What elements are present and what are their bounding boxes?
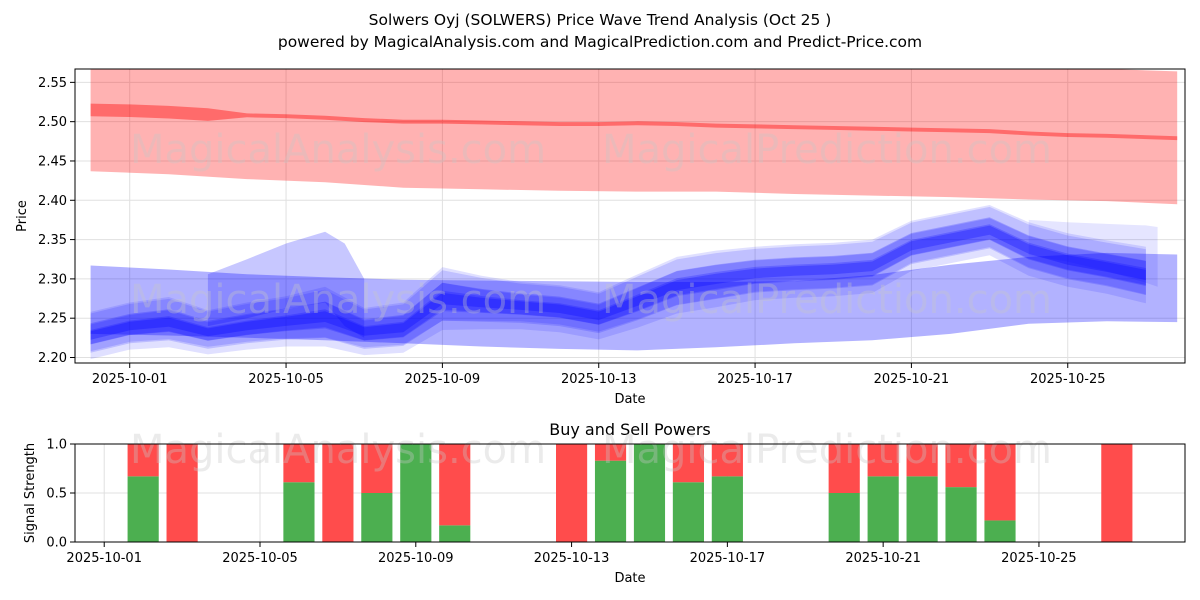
watermark-prediction-top: MagicalPrediction.com — [602, 127, 1052, 173]
sell-bar-2025-10-08 — [361, 444, 393, 493]
watermark-analysis-bottom: MagicalAnalysis.com — [130, 427, 546, 473]
signal-y-tick-label-0: 0.0 — [46, 536, 67, 551]
price-plot-area — [90, 69, 1178, 360]
buy-bar-2025-10-24 — [984, 520, 1016, 542]
blue-wave-band-2 — [90, 218, 1146, 353]
price-x-tick-label-0: 2025-10-01 — [92, 372, 168, 387]
signal-panel: Buy and Sell Powers MagicalAnalysis.com … — [23, 420, 1186, 586]
watermark-prediction-mid: MagicalPrediction.com — [602, 277, 1052, 323]
sell-bar-2025-10-07 — [322, 444, 354, 542]
buy-bar-2025-10-14 — [594, 460, 627, 542]
buy-bar-2025-10-22 — [906, 476, 938, 542]
buy-bar-2025-10-20 — [828, 493, 860, 542]
buy-bar-2025-10-08 — [361, 493, 393, 542]
sell-bar-2025-10-13 — [556, 444, 588, 542]
red-upper-band — [90, 69, 1178, 205]
sell-bar-2025-10-20 — [828, 444, 860, 493]
price-x-tick-label-5: 2025-10-21 — [874, 372, 950, 387]
sell-bar-2025-10-03 — [166, 444, 198, 542]
chart-title-line1: Solwers Oyj (SOLWERS) Price Wave Trend A… — [369, 11, 832, 29]
signal-x-tick-label-6: 2025-10-25 — [1001, 551, 1077, 566]
price-x-axis-label: Date — [614, 392, 645, 407]
signal-x-tick-label-2: 2025-10-09 — [378, 551, 454, 566]
price-y-tick-label-4: 2.40 — [38, 194, 67, 209]
signal-x-tick-label-5: 2025-10-21 — [845, 551, 921, 566]
price-x-tick-label-6: 2025-10-25 — [1030, 372, 1106, 387]
buy-bar-2025-10-09 — [400, 444, 432, 542]
price-y-tick-label-7: 2.55 — [38, 76, 67, 91]
price-y-tick-label-5: 2.45 — [38, 154, 67, 169]
sell-bar-2025-10-23 — [945, 444, 977, 488]
sell-bar-2025-10-27 — [1101, 444, 1133, 542]
buy-bar-2025-10-16 — [672, 482, 704, 542]
signal-x-tick-label-4: 2025-10-17 — [690, 551, 766, 566]
buy-bar-2025-10-17 — [711, 476, 743, 542]
price-panel: MagicalAnalysis.com MagicalPrediction.co… — [15, 68, 1186, 407]
buy-bar-2025-10-02 — [127, 476, 159, 542]
blue-wave-band-5 — [90, 225, 1146, 340]
watermark-analysis-top: MagicalAnalysis.com — [130, 127, 546, 173]
buy-bar-2025-10-10 — [439, 525, 471, 542]
price-axes-frame — [74, 68, 1186, 364]
buy-bar-2025-10-23 — [945, 487, 977, 542]
buy-bar-2025-10-15 — [633, 444, 666, 542]
blue-wave-band-1 — [90, 206, 1146, 352]
blue-wave-band-4 — [90, 224, 1146, 345]
watermark-analysis-mid: MagicalAnalysis.com — [130, 277, 546, 323]
price-x-tick-label-1: 2025-10-05 — [248, 372, 324, 387]
sell-bar-2025-10-16 — [672, 444, 704, 483]
blue-wave-tail — [1028, 219, 1158, 287]
blue-wave-band-3 — [90, 217, 1146, 345]
price-y-tick-label-6: 2.50 — [38, 115, 67, 130]
signal-plot-area — [127, 444, 1133, 542]
signal-y-tick-label-1: 0.5 — [46, 487, 67, 502]
blue-wave-band-0 — [90, 205, 1146, 360]
signal-x-tick-label-0: 2025-10-01 — [66, 551, 142, 566]
red-center-line — [90, 103, 1178, 141]
blue-wave-bump — [207, 231, 365, 338]
signal-y-tick-label-2: 1.0 — [46, 438, 67, 453]
price-x-ticks: 2025-10-01 2025-10-05 2025-10-09 2025-10-13… — [92, 363, 1106, 387]
price-y-ticks: 2.20 2.25 2.30 2.35 2.40 2.45 2.50 2.55 — [38, 76, 75, 366]
price-x-tick-label-3: 2025-10-13 — [561, 372, 637, 387]
price-grid — [75, 69, 1185, 363]
price-y-tick-label-3: 2.35 — [38, 233, 67, 248]
sell-bar-2025-10-14 — [594, 444, 627, 461]
signal-x-tick-label-3: 2025-10-13 — [534, 551, 610, 566]
price-y-tick-label-2: 2.30 — [38, 272, 67, 287]
sell-bar-2025-10-21 — [867, 444, 899, 477]
buy-bar-2025-10-06 — [283, 482, 315, 542]
signal-x-tick-label-1: 2025-10-05 — [222, 551, 298, 566]
signal-x-ticks: 2025-10-01 2025-10-05 2025-10-09 2025-10-13… — [66, 542, 1077, 566]
price-x-tick-label-4: 2025-10-17 — [717, 372, 793, 387]
sell-bar-2025-10-24 — [984, 444, 1016, 521]
sell-bar-2025-10-10 — [439, 444, 471, 526]
sell-bar-2025-10-22 — [906, 444, 938, 477]
price-x-tick-label-2: 2025-10-09 — [405, 372, 481, 387]
sell-bar-2025-10-02 — [127, 444, 159, 477]
signal-y-ticks: 0.0 0.5 1.0 — [46, 438, 75, 551]
price-y-tick-label-1: 2.25 — [38, 312, 67, 327]
buy-bar-2025-10-21 — [867, 476, 899, 542]
price-y-axis-label: Price — [15, 200, 30, 232]
sell-bar-2025-10-06 — [283, 444, 315, 483]
signal-chart-title: Buy and Sell Powers — [549, 420, 711, 439]
signal-x-axis-label: Date — [614, 571, 645, 586]
blue-wide-band — [90, 252, 1178, 351]
watermark-prediction-bottom: MagicalPrediction.com — [602, 427, 1052, 473]
signal-y-axis-label: Signal Strength — [23, 443, 38, 543]
chart-title-line2: powered by MagicalAnalysis.com and Magic… — [278, 33, 922, 51]
price-y-tick-label-0: 2.20 — [38, 351, 67, 366]
sell-bar-2025-10-17 — [711, 444, 743, 477]
